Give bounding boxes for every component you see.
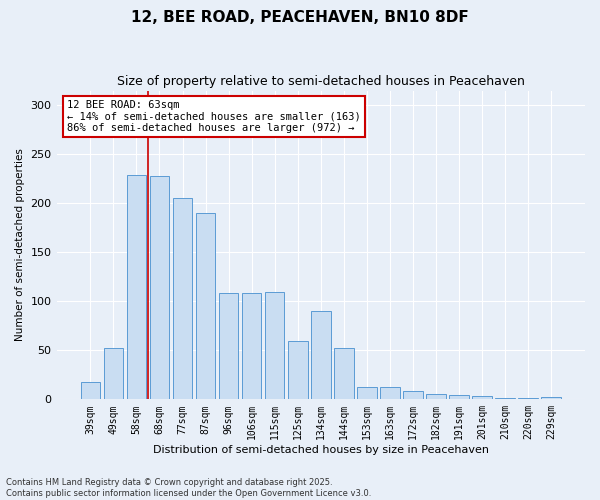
Bar	[357, 386, 377, 400]
Bar	[127, 175, 146, 400]
Bar	[173, 198, 193, 400]
Bar	[449, 396, 469, 400]
Bar	[541, 398, 561, 400]
Bar	[403, 392, 423, 400]
Bar	[242, 294, 262, 400]
Bar	[426, 394, 446, 400]
Bar	[380, 386, 400, 400]
Text: 12, BEE ROAD, PEACEHAVEN, BN10 8DF: 12, BEE ROAD, PEACEHAVEN, BN10 8DF	[131, 10, 469, 25]
Bar	[518, 398, 538, 400]
Bar	[288, 342, 308, 400]
Text: Contains HM Land Registry data © Crown copyright and database right 2025.
Contai: Contains HM Land Registry data © Crown c…	[6, 478, 371, 498]
Text: 12 BEE ROAD: 63sqm
← 14% of semi-detached houses are smaller (163)
86% of semi-d: 12 BEE ROAD: 63sqm ← 14% of semi-detache…	[67, 100, 361, 133]
Bar	[472, 396, 492, 400]
Bar	[265, 292, 284, 400]
Bar	[334, 348, 353, 400]
Bar	[149, 176, 169, 400]
Y-axis label: Number of semi-detached properties: Number of semi-detached properties	[15, 148, 25, 342]
Title: Size of property relative to semi-detached houses in Peacehaven: Size of property relative to semi-detach…	[117, 75, 525, 88]
Bar	[196, 213, 215, 400]
X-axis label: Distribution of semi-detached houses by size in Peacehaven: Distribution of semi-detached houses by …	[153, 445, 489, 455]
Bar	[104, 348, 123, 400]
Bar	[496, 398, 515, 400]
Bar	[311, 311, 331, 400]
Bar	[80, 382, 100, 400]
Bar	[219, 294, 238, 400]
